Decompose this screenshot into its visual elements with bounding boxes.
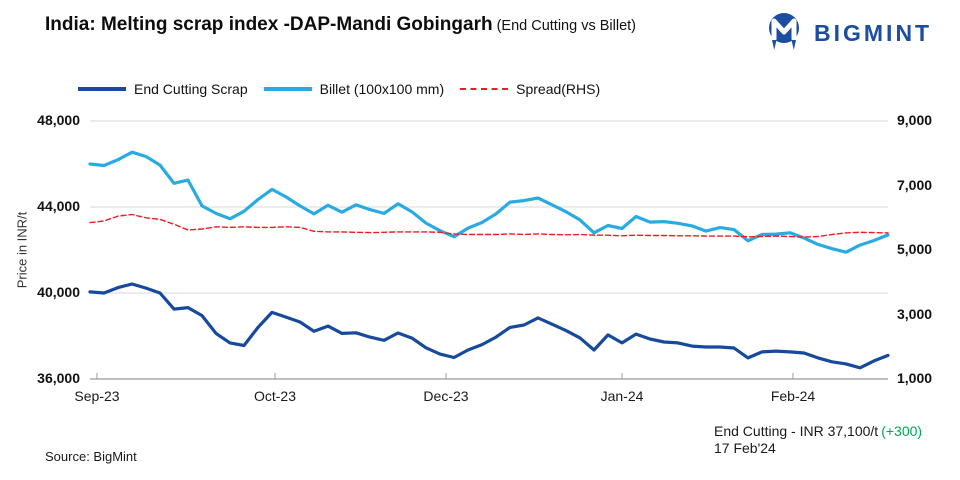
series-spread-line bbox=[89, 213, 889, 238]
y-axis-left-tick-label: 48,000 bbox=[37, 112, 80, 128]
latest-change-badge: (+300) bbox=[881, 423, 923, 439]
y-axis-title: Price in INR/t bbox=[14, 211, 30, 289]
spread-line-swatch bbox=[460, 88, 509, 90]
y-axis-left-tick-label: 36,000 bbox=[37, 370, 80, 386]
title-subtitle: (End Cutting vs Billet) bbox=[496, 18, 636, 34]
chart-legend: End Cutting Scrap Billet (100x100 mm) Sp… bbox=[78, 81, 600, 97]
y-axis-right-tick-label: 7,000 bbox=[897, 176, 933, 193]
latest-value-text: End Cutting - INR 37,100/t bbox=[714, 423, 879, 439]
bigmint-logo-icon bbox=[769, 13, 799, 50]
y-axis-left-tick-label: 44,000 bbox=[37, 198, 80, 214]
x-axis-ticks bbox=[96, 373, 794, 379]
brand-logo: BIGMINT bbox=[762, 12, 932, 54]
series-end-cutting-line bbox=[88, 282, 890, 370]
billet-line-swatch bbox=[263, 87, 312, 91]
y-axis-right-tick-label: 3,000 bbox=[897, 305, 933, 322]
latest-value-date: 17 Feb'24 bbox=[714, 440, 776, 456]
page-title: India: Melting scrap index -DAP-Mandi Go… bbox=[45, 14, 636, 36]
x-axis-tick-label: Feb-24 bbox=[770, 388, 816, 404]
y-axis-right-tick-label: 9,000 bbox=[897, 112, 933, 128]
brand-name: BIGMINT bbox=[814, 19, 933, 46]
latest-value-annotation: End Cutting - INR 37,100/t (+300) 17 Feb'… bbox=[714, 423, 922, 457]
x-axis-tick-label: Sep-23 bbox=[74, 388, 120, 404]
legend-label: Spread(RHS) bbox=[516, 81, 601, 97]
legend-label: End Cutting Scrap bbox=[134, 81, 248, 97]
legend-item-end-cutting: End Cutting Scrap bbox=[78, 81, 248, 97]
y-axis-left-tick-label: 40,000 bbox=[37, 284, 80, 300]
title-text: India: Melting scrap index -DAP-Mandi Go… bbox=[45, 14, 493, 35]
legend-item-spread: Spread(RHS) bbox=[460, 81, 600, 97]
series-lines bbox=[88, 150, 890, 370]
x-axis-tick-label: Oct-23 bbox=[253, 388, 297, 404]
legend-item-billet: Billet (100x100 mm) bbox=[263, 81, 445, 97]
y-axis-right-tick-label: 1,000 bbox=[897, 370, 933, 386]
legend-label: Billet (100x100 mm) bbox=[319, 81, 445, 97]
x-axis-tick-label: Dec-23 bbox=[423, 388, 469, 404]
y-axis-right-tick-label: 5,000 bbox=[897, 241, 933, 257]
gridlines bbox=[90, 120, 888, 294]
x-axis-tick-label: Jan-24 bbox=[600, 388, 644, 404]
series-billet-line bbox=[88, 150, 890, 254]
end-cutting-line-swatch bbox=[78, 87, 126, 91]
source-note: Source: BigMint bbox=[45, 449, 137, 464]
